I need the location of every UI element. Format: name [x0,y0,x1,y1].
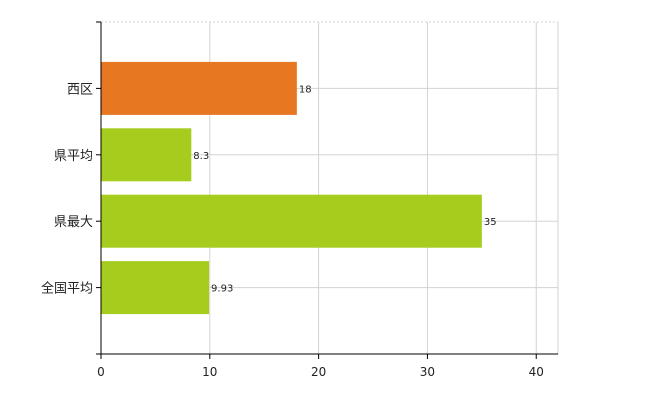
labels: 0 10 20 30 40 18 西区 8.3 県平均 35 県最大 9.93 全国平均 [41,82,544,379]
bar-0 [101,61,297,115]
category-label-0: 西区 [67,82,93,97]
bar-2 [101,194,482,248]
axes [96,21,558,359]
x-tick-label-0: 0 [97,365,105,379]
value-label-3: 9.93 [211,284,233,295]
category-label-2: 県最大 [54,215,93,230]
x-tick-label-1: 10 [202,365,217,379]
x-tick-label-4: 40 [529,365,544,379]
x-tick-label-3: 30 [420,365,435,379]
category-label-3: 全国平均 [41,281,93,297]
bar-1 [101,128,192,182]
value-label-1: 8.3 [193,151,209,162]
category-label-1: 県平均 [54,149,93,164]
bars [101,61,482,315]
value-label-0: 18 [299,84,312,95]
bar-3 [101,261,210,315]
value-label-2: 35 [484,217,497,228]
x-tick-label-2: 20 [311,365,326,379]
